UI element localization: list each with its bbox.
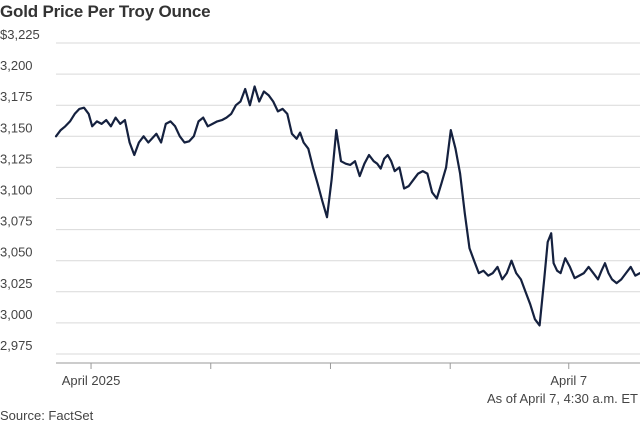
y-tick-label: 3,175 [0,89,33,104]
y-tick-label: 3,125 [0,151,33,166]
y-tick-label: 3,000 [0,307,33,322]
source-note: Source: FactSet [0,408,94,423]
timestamp-note: As of April 7, 4:30 a.m. ET [486,391,638,406]
price-series-line [54,85,640,327]
y-tick-label: $3,225 [0,27,40,42]
chart-title: Gold Price Per Troy Ounce [0,2,211,21]
y-tick-label: 2,975 [0,338,33,353]
x-axis: April 2025 April 7 [56,362,640,388]
y-tick-label: 3,200 [0,58,33,73]
y-tick-labels: 2,975 3,000 3,025 3,050 3,075 3,100 3,125 3,150… [0,27,40,353]
gridlines [56,42,640,355]
y-tick-label: 3,025 [0,276,33,291]
y-tick-label: 3,150 [0,120,33,135]
x-tick-label: April 2025 [62,373,121,388]
price-line-layer [54,85,640,327]
x-tick-label: April 7 [550,373,587,388]
y-tick-label: 3,050 [0,245,33,260]
y-tick-label: 3,075 [0,214,33,229]
y-tick-label: 3,100 [0,183,33,198]
